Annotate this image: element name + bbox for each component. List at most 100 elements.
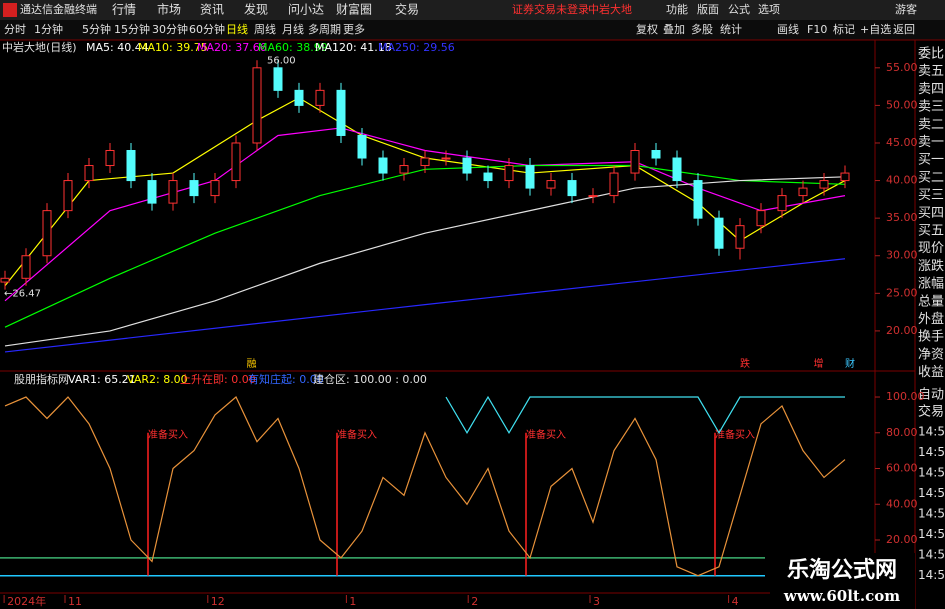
candle-body	[693, 180, 703, 219]
stock-name: 中岩大地	[588, 2, 632, 16]
quote-field: 委比	[918, 47, 944, 62]
quote-field: 卖三	[918, 100, 944, 115]
menu-item[interactable]: 问小达	[288, 3, 324, 17]
menu-item[interactable]: 财富圈	[336, 2, 372, 17]
menu-item[interactable]: 交易	[395, 2, 419, 17]
menu-item[interactable]: 功能	[666, 2, 688, 16]
period-tab[interactable]: 分时	[4, 23, 26, 36]
quote-field: 买三	[918, 188, 944, 203]
quote-field: 卖五	[918, 64, 944, 79]
candle-body	[294, 89, 304, 106]
quote-field: 总量	[918, 294, 944, 309]
watermark-name: 乐淘公式网	[787, 557, 897, 583]
toolbar-button[interactable]: 画线	[777, 22, 799, 36]
watermark-url: www.60lt.com	[783, 587, 900, 605]
candle-body	[210, 180, 220, 197]
toolbar-button[interactable]: 多股	[691, 22, 713, 36]
candle-body	[0, 277, 10, 283]
candle-body	[798, 187, 808, 197]
candle-body	[420, 157, 430, 167]
candle-body	[252, 67, 262, 144]
x-tick-label: 2024年	[7, 594, 46, 608]
legend-item: MA20: 37.66	[197, 41, 267, 54]
menu-item[interactable]: 公式	[728, 3, 750, 16]
legend-item: MA60: 38.99	[258, 41, 328, 54]
moving-average	[4, 258, 846, 353]
quote-field: 买五	[918, 224, 944, 239]
app-name: 通达信金融终端	[20, 2, 97, 16]
quote-field: 买四	[918, 206, 944, 221]
period-tab[interactable]: 1分钟	[34, 22, 63, 36]
quote-field: 外盘	[918, 311, 944, 327]
signal-label: 准备买入	[148, 428, 188, 441]
candle-body	[357, 134, 367, 159]
candle-body	[609, 172, 619, 197]
toolbar-button[interactable]: 统计	[720, 23, 742, 36]
signal-label: 准备买入	[337, 428, 377, 441]
candle-body	[378, 157, 388, 174]
quote-field: 涨幅	[918, 277, 944, 292]
time-label: 14:56	[918, 568, 945, 582]
candle-body	[231, 142, 241, 182]
indicator-line	[4, 396, 846, 577]
y-tick-label: 40.00	[886, 174, 918, 187]
menu-item[interactable]: 行情	[112, 3, 136, 17]
toolbar-button[interactable]: 返回	[893, 23, 915, 36]
trade-label: 自动	[918, 388, 944, 403]
y-tick-label: 50.00	[886, 98, 918, 111]
candle-body	[840, 172, 850, 182]
legend-item: MA5: 40.44	[86, 41, 149, 54]
toolbar-button[interactable]: 复权	[636, 22, 658, 36]
toolbar-button[interactable]: F10	[807, 23, 827, 36]
menu-item[interactable]: 市场	[157, 2, 181, 17]
user[interactable]: 游客	[895, 2, 917, 16]
menu-item[interactable]: 资讯	[200, 3, 224, 17]
toolbar-button[interactable]: 标记	[833, 22, 855, 36]
signal-label: 准备买入	[715, 428, 755, 441]
menu-item[interactable]: 版面	[697, 2, 719, 16]
candle-body	[147, 180, 157, 204]
candle-body	[105, 150, 115, 167]
event-flag: 财	[845, 357, 855, 370]
candle-body	[462, 157, 472, 174]
menu-item[interactable]: 选项	[758, 3, 780, 16]
y-tick-label: 45.00	[886, 136, 918, 149]
menu-bar	[0, 0, 945, 20]
period-tab[interactable]: 更多	[343, 22, 365, 36]
toolbar-button[interactable]: 叠加	[663, 23, 685, 36]
watermark-bg	[770, 553, 915, 609]
signal-label: 准备买入	[526, 428, 566, 441]
candle-body	[483, 172, 493, 182]
period-tab[interactable]: 60分钟	[189, 22, 225, 36]
candle-body	[672, 157, 682, 182]
candle-body	[630, 150, 640, 174]
quote-field: 换手	[918, 330, 944, 345]
quote-field: 净资	[918, 347, 944, 362]
quote-field: 卖二	[918, 117, 944, 132]
legend-item: VAR2: 8.00	[127, 373, 188, 386]
x-tick-label: 11	[68, 595, 82, 608]
legend-item: MA120: 41.18	[315, 41, 392, 54]
period-tab[interactable]: 15分钟	[114, 22, 150, 36]
event-flag: 增	[814, 357, 824, 370]
menu-item[interactable]: 发现	[244, 2, 268, 17]
legend-item: 有知庄起: 0.00	[248, 372, 324, 386]
toolbar-button[interactable]: +自选	[860, 23, 891, 36]
period-tab[interactable]: 周线	[254, 22, 276, 36]
quote-field: 买二	[918, 170, 944, 185]
period-tab[interactable]: 月线	[282, 22, 304, 36]
candle-body	[504, 165, 514, 182]
candle-body	[273, 67, 283, 91]
candle-body	[735, 225, 745, 249]
period-tab[interactable]: 30分钟	[152, 22, 188, 36]
period-tab[interactable]: 多周期	[308, 22, 341, 36]
y-tick-label: 80.00	[886, 426, 918, 439]
x-tick-label: 3	[593, 595, 600, 608]
period-tab[interactable]: 5分钟	[82, 22, 111, 36]
y-tick-label: 55.00	[886, 61, 918, 74]
quote-field: 卖一	[918, 135, 944, 150]
candle-body	[441, 157, 451, 160]
period-tab[interactable]: 日线	[226, 22, 248, 36]
